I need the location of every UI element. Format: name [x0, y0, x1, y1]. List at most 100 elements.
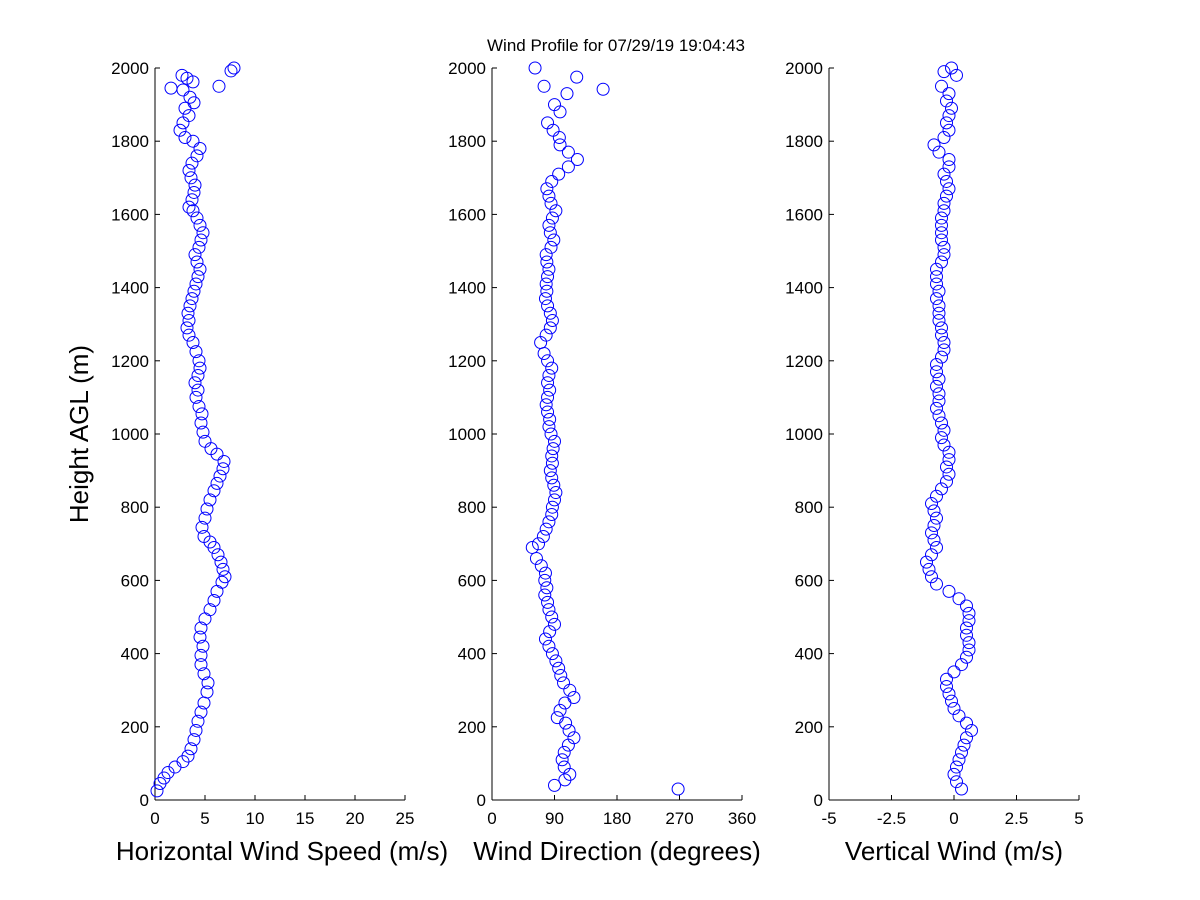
y-tick-label: 1800 — [448, 132, 486, 151]
y-tick-label: 1800 — [111, 132, 149, 151]
y-tick-label: 1200 — [448, 352, 486, 371]
data-point — [216, 562, 230, 576]
x-tick-label: -2.5 — [877, 809, 906, 828]
data-point — [937, 343, 951, 357]
data-point — [957, 738, 971, 752]
data-point — [541, 405, 555, 419]
data-point — [190, 211, 204, 225]
data-point — [557, 745, 571, 759]
data-point — [952, 592, 966, 606]
y-tick-label: 600 — [795, 571, 823, 590]
data-point — [538, 588, 552, 602]
data-point — [570, 70, 584, 84]
data-point — [545, 508, 559, 522]
data-point — [540, 255, 554, 269]
data-point — [182, 314, 196, 328]
data-point — [940, 475, 953, 489]
data-point — [922, 562, 936, 576]
data-point — [671, 782, 685, 796]
data-point — [187, 733, 201, 747]
data-point — [930, 577, 943, 591]
speed-panel: 0 200 400 600 800 1000 1200 1400 1600 1800 2000 0 5 1… — [64, 59, 448, 866]
data-point — [545, 471, 559, 485]
data-point — [962, 636, 976, 650]
data-point — [183, 299, 197, 313]
data-point — [548, 98, 561, 112]
data-point — [207, 484, 221, 498]
data-point — [211, 548, 225, 562]
data-point — [186, 336, 200, 349]
x-tick-label: 180 — [603, 809, 631, 828]
data-point — [200, 502, 214, 516]
y-tick-label: 1000 — [448, 425, 486, 444]
data-point — [191, 368, 205, 382]
data-point — [182, 328, 196, 342]
data-point — [960, 599, 973, 613]
data-point — [195, 520, 209, 534]
x-tick-label: -5 — [821, 809, 836, 828]
data-point — [538, 632, 552, 646]
x-tick-label: 0 — [487, 809, 496, 828]
data-point — [541, 390, 555, 404]
y-tick-label: 1200 — [785, 352, 823, 371]
data-point — [962, 614, 976, 628]
x-tick-label: 10 — [246, 809, 265, 828]
data-point — [543, 226, 557, 240]
x-tick-label: 360 — [728, 809, 756, 828]
data-point — [937, 131, 951, 145]
data-point — [194, 233, 208, 247]
data-point — [930, 262, 943, 276]
data-point — [935, 321, 948, 335]
data-point — [542, 262, 556, 276]
data-point — [543, 625, 557, 639]
x-tick-label: 270 — [665, 809, 693, 828]
data-point — [546, 442, 560, 456]
data-point — [182, 109, 196, 123]
data-point — [537, 346, 551, 360]
data-point — [181, 306, 195, 320]
data-point — [150, 784, 164, 798]
data-point — [559, 716, 573, 730]
data-point — [191, 383, 205, 397]
data-point — [196, 226, 210, 240]
data-point — [544, 427, 558, 441]
y-tick-label: 0 — [814, 791, 823, 810]
data-point — [550, 711, 564, 725]
y-tick-label: 2000 — [111, 59, 149, 78]
y-tick-label: 800 — [121, 498, 149, 517]
data-point — [553, 703, 567, 717]
x-tick-label: 5 — [1074, 809, 1083, 828]
data-point — [178, 101, 192, 115]
data-point — [932, 306, 946, 320]
y-tick-label: 0 — [477, 791, 486, 810]
data-point — [157, 771, 171, 785]
data-point — [930, 357, 943, 371]
data-point — [544, 196, 558, 210]
data-point — [960, 628, 973, 642]
data-point — [203, 603, 217, 617]
data-point — [193, 361, 207, 375]
data-point — [549, 654, 563, 668]
data-point — [194, 621, 208, 635]
data-point — [950, 68, 963, 82]
y-tick-label: 1200 — [111, 352, 149, 371]
data-point — [942, 584, 956, 598]
data-point — [539, 522, 553, 536]
data-point — [932, 387, 946, 401]
data-point — [543, 383, 557, 397]
y-axis-label: Height AGL (m) — [64, 345, 94, 523]
data-point — [198, 434, 212, 448]
x-tick-label: 2.5 — [1005, 809, 1029, 828]
data-point — [932, 145, 946, 159]
data-point — [539, 328, 553, 342]
data-point — [525, 540, 539, 554]
data-point — [543, 412, 557, 426]
data-point — [544, 240, 558, 254]
data-point — [942, 182, 956, 196]
data-point — [552, 131, 566, 145]
y-tick-label: 800 — [458, 498, 486, 517]
vertical-panel: 0 200 400 600 800 1000 1200 1400 1600 1800 2000 -5 -… — [785, 59, 1084, 866]
data-point — [960, 621, 973, 635]
y-tick-label: 400 — [458, 645, 486, 664]
data-point — [545, 500, 559, 514]
